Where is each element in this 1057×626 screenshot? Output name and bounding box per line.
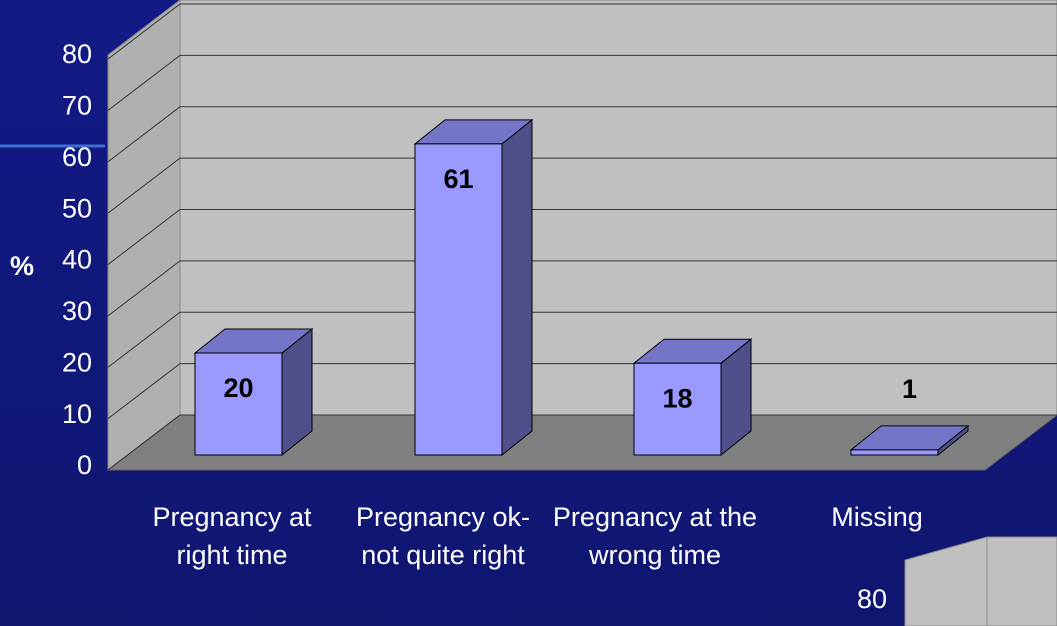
grid-line-side xyxy=(107,3,181,60)
y-tick-label: 0 xyxy=(77,450,92,480)
y-tick-label: 60 xyxy=(62,142,92,172)
grid-line-side xyxy=(107,311,181,368)
bar-front xyxy=(850,449,939,456)
grid-line-side xyxy=(107,363,181,420)
value-label: 18 xyxy=(662,383,692,413)
bar xyxy=(413,118,534,457)
value-label: 20 xyxy=(223,373,253,403)
bar xyxy=(193,327,314,457)
x-tick-label: Missing xyxy=(831,502,923,532)
y-tick-label: 20 xyxy=(62,347,92,377)
y-tick-label: 70 xyxy=(62,91,92,121)
bar xyxy=(849,424,970,457)
grid-line-side xyxy=(107,260,181,317)
grid-line-side xyxy=(107,54,181,111)
value-label: 61 xyxy=(443,164,473,194)
grid-line-side xyxy=(107,106,181,163)
bar-front xyxy=(194,352,283,456)
grid-line-side xyxy=(107,209,181,265)
y-tick-label: 50 xyxy=(62,193,92,223)
y-axis-label: % xyxy=(10,251,34,281)
y-tick-label: 40 xyxy=(62,245,92,275)
grid-line-side xyxy=(107,157,181,214)
x-tick-label: Pregnancy at right time xyxy=(152,502,312,570)
partial-chart-wall xyxy=(904,536,1057,626)
x-tick-label: Pregnancy at the wrong time xyxy=(552,502,758,570)
bar-side xyxy=(501,118,533,457)
bar-front xyxy=(633,362,722,456)
partial-chart-tick-label: 80 xyxy=(857,584,887,614)
bar xyxy=(632,338,753,457)
bar-front xyxy=(414,143,503,456)
grid-line-side xyxy=(107,414,181,471)
y-tick-label: 80 xyxy=(62,39,92,69)
y-tick-label: 10 xyxy=(62,399,92,429)
x-tick-label: Pregnancy ok- not quite right xyxy=(355,502,531,570)
y-tick-label: 30 xyxy=(62,296,92,326)
value-label: 1 xyxy=(902,374,917,404)
side-wall xyxy=(107,0,181,472)
